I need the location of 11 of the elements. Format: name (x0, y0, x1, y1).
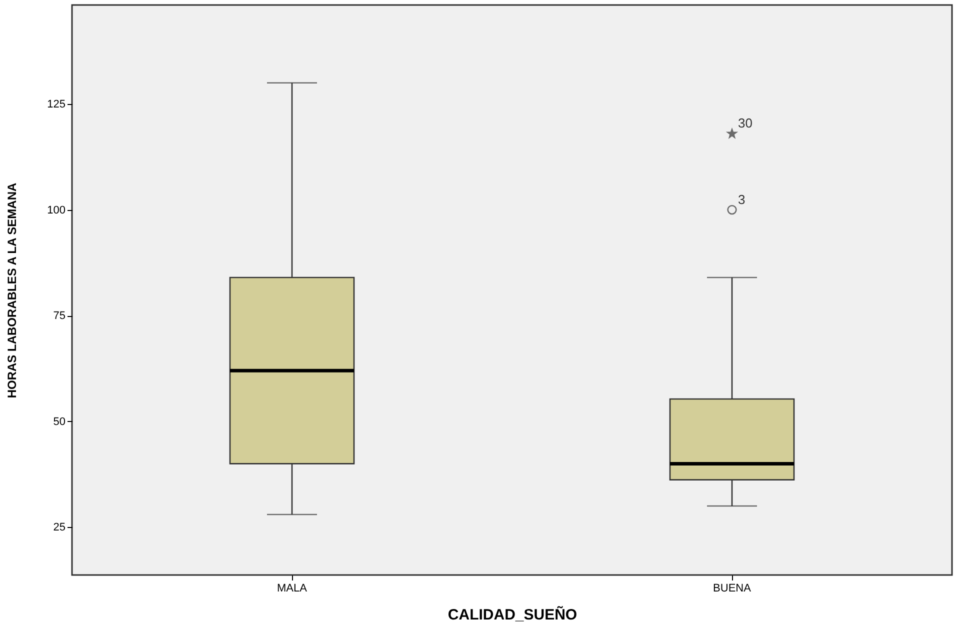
y-tick-label: 125 (47, 98, 66, 111)
x-tick-label: BUENA (713, 582, 752, 594)
y-tick-label: 100 (47, 204, 66, 216)
y-tick-label: 25 (53, 522, 66, 534)
y-axis-title: HORAS LABORABLES A LA SEMANA (5, 182, 20, 398)
y-tick-label: 75 (53, 310, 66, 322)
x-tick-label: MALA (277, 582, 308, 594)
annotation: 3 (738, 192, 746, 207)
x-axis-title: CALIDAD_SUEÑO (448, 606, 578, 624)
annotation: 30 (738, 116, 752, 131)
y-tick-label: 50 (53, 416, 66, 428)
